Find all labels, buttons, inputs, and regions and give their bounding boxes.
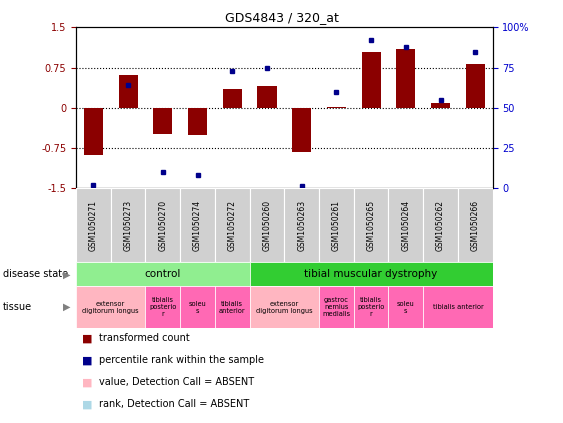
Bar (249, 286, 319, 328)
Bar (423, 188, 458, 262)
Bar (284, 188, 319, 262)
Text: GSM1050263: GSM1050263 (297, 200, 306, 251)
Text: GSM1050273: GSM1050273 (124, 200, 132, 251)
Text: ▶: ▶ (62, 302, 70, 312)
Text: tibialis
posterio
r: tibialis posterio r (149, 297, 176, 317)
Bar (153, 108, 172, 134)
Text: GSM1050272: GSM1050272 (228, 200, 236, 251)
Text: percentile rank within the sample: percentile rank within the sample (99, 355, 263, 365)
Text: tibial muscular dystrophy: tibial muscular dystrophy (305, 269, 438, 279)
Bar (257, 86, 276, 108)
Text: extensor
digitorum longus: extensor digitorum longus (82, 301, 139, 313)
Bar (215, 188, 249, 262)
Bar (249, 188, 284, 262)
Bar (361, 52, 381, 108)
Text: ■: ■ (82, 355, 92, 365)
Bar (119, 74, 137, 108)
Bar (180, 188, 215, 262)
Bar (249, 262, 493, 286)
Text: GSM1050262: GSM1050262 (436, 200, 445, 251)
Bar (76, 188, 111, 262)
Text: value, Detection Call = ABSENT: value, Detection Call = ABSENT (99, 377, 254, 387)
Bar (111, 188, 145, 262)
Text: GSM1050271: GSM1050271 (89, 200, 98, 251)
Bar (215, 286, 249, 328)
Text: GSM1050264: GSM1050264 (401, 200, 410, 251)
Text: GSM1050265: GSM1050265 (367, 200, 376, 251)
Text: tissue: tissue (3, 302, 32, 312)
Text: GDS4843 / 320_at: GDS4843 / 320_at (225, 11, 338, 24)
Bar (319, 286, 354, 328)
Text: ▶: ▶ (62, 269, 70, 279)
Bar (354, 286, 388, 328)
Text: GSM1050274: GSM1050274 (193, 200, 202, 251)
Text: disease state: disease state (3, 269, 68, 279)
Text: GSM1050266: GSM1050266 (471, 200, 480, 251)
Bar (458, 188, 493, 262)
Text: transformed count: transformed count (99, 333, 189, 343)
Bar (327, 107, 346, 108)
Bar (145, 188, 180, 262)
Text: soleu
s: soleu s (397, 301, 415, 313)
Text: ■: ■ (82, 377, 92, 387)
Text: GSM1050260: GSM1050260 (262, 200, 271, 251)
Bar (223, 89, 242, 108)
Bar (84, 108, 103, 155)
Bar (145, 286, 180, 328)
Bar (76, 262, 249, 286)
Text: GSM1050270: GSM1050270 (158, 200, 167, 251)
Bar (292, 108, 311, 152)
Text: tibialis anterior: tibialis anterior (432, 304, 483, 310)
Text: ■: ■ (82, 399, 92, 409)
Text: rank, Detection Call = ABSENT: rank, Detection Call = ABSENT (99, 399, 249, 409)
Text: tibialis
anterior: tibialis anterior (219, 301, 245, 313)
Bar (354, 188, 388, 262)
Bar (431, 102, 450, 108)
Text: control: control (145, 269, 181, 279)
Bar (466, 64, 485, 108)
Bar (388, 188, 423, 262)
Text: gastroc
nemius
medialis: gastroc nemius medialis (323, 297, 350, 317)
Text: soleu
s: soleu s (189, 301, 207, 313)
Bar (388, 286, 423, 328)
Bar (180, 286, 215, 328)
Bar (396, 49, 415, 108)
Bar (76, 286, 145, 328)
Bar (188, 108, 207, 135)
Text: extensor
digitorum longus: extensor digitorum longus (256, 301, 312, 313)
Bar (319, 188, 354, 262)
Text: tibialis
posterio
r: tibialis posterio r (358, 297, 385, 317)
Text: ■: ■ (82, 333, 92, 343)
Text: GSM1050261: GSM1050261 (332, 200, 341, 251)
Bar (423, 286, 493, 328)
